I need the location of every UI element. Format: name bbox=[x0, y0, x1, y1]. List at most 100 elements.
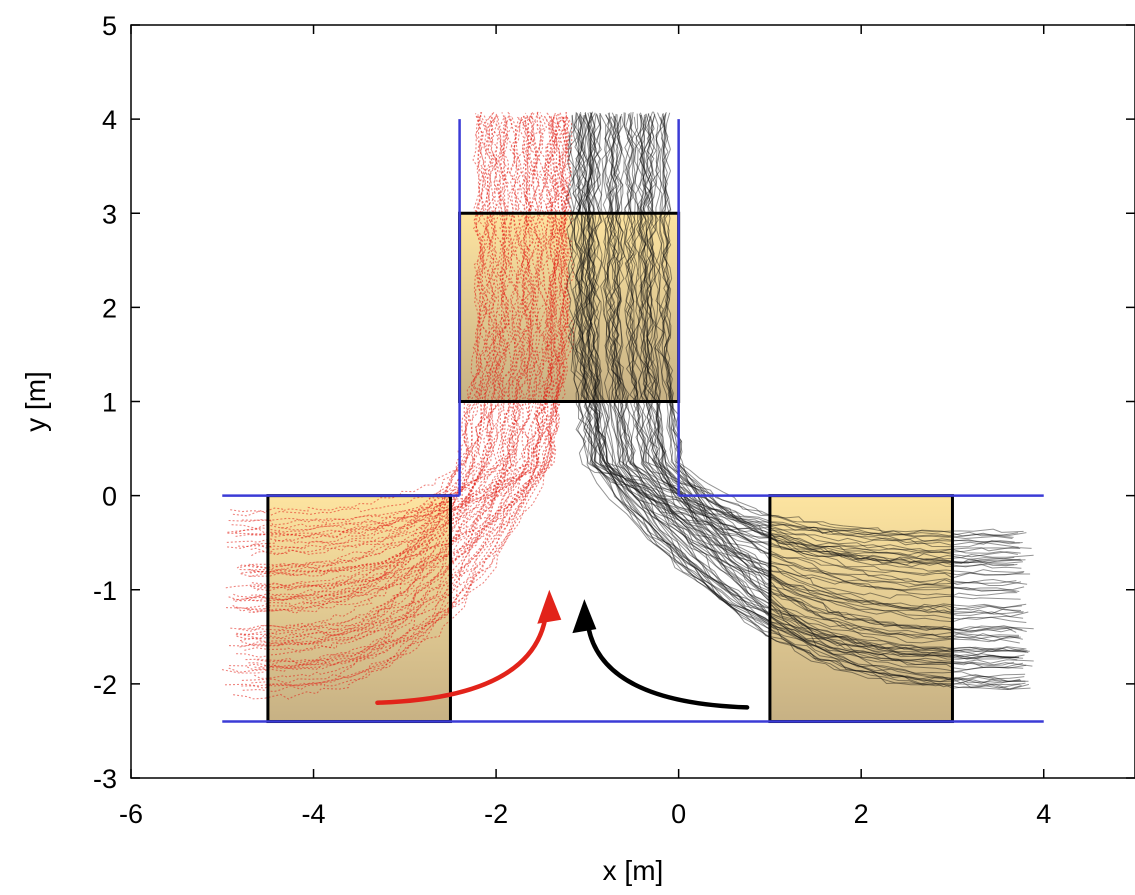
black-trajectory bbox=[582, 112, 1034, 664]
red-trajectory bbox=[246, 111, 569, 671]
red-trajectory bbox=[245, 113, 569, 664]
y-tick-label: 5 bbox=[102, 11, 117, 41]
black-trajectory bbox=[576, 115, 1034, 560]
x-tick-label: -4 bbox=[302, 799, 326, 829]
black-trajectory bbox=[572, 112, 1020, 592]
x-axis-label: x [m] bbox=[603, 855, 664, 886]
red-trajectory bbox=[228, 116, 508, 602]
black-trajectory bbox=[645, 115, 1021, 686]
red-trajectory bbox=[241, 116, 573, 574]
black-trajectory bbox=[604, 116, 1034, 632]
black-trajectory bbox=[643, 113, 1024, 615]
black-arrow bbox=[585, 618, 750, 710]
red-trajectory bbox=[240, 115, 542, 578]
black-trajectory bbox=[654, 113, 1013, 633]
black-trajectory bbox=[628, 112, 1025, 591]
y-tick-label: 3 bbox=[102, 199, 117, 229]
black-trajectory bbox=[591, 113, 1029, 654]
y-tick-label: 2 bbox=[102, 293, 117, 323]
black-trajectory bbox=[607, 116, 1021, 600]
red-trajectory bbox=[239, 113, 493, 571]
black-trajectory bbox=[611, 116, 1022, 611]
black-trajectory bbox=[655, 112, 1031, 579]
red-trajectory bbox=[241, 114, 499, 647]
black-trajectory bbox=[599, 113, 1020, 544]
black-trajectory bbox=[646, 113, 1015, 568]
red-trajectory bbox=[221, 113, 542, 674]
red-arrow-head bbox=[537, 589, 562, 624]
x-tick-label: 4 bbox=[1036, 799, 1051, 829]
black-trajectory bbox=[586, 112, 1028, 653]
black-trajectory bbox=[586, 112, 1029, 618]
y-tick-label: 0 bbox=[102, 482, 117, 512]
black-trajectory bbox=[581, 112, 1024, 576]
black-trajectory bbox=[572, 111, 1020, 637]
red-trajectory bbox=[248, 113, 511, 569]
black-trajectory bbox=[615, 116, 1032, 552]
red-arrow bbox=[375, 609, 549, 705]
black-trajectory bbox=[637, 114, 1027, 623]
x-tick-label: 2 bbox=[854, 799, 869, 829]
black-trajectory bbox=[639, 116, 1017, 633]
black-trajectory bbox=[638, 114, 1015, 561]
red-trajectory bbox=[244, 115, 535, 651]
red-trajectory bbox=[225, 116, 517, 589]
red-trajectory bbox=[224, 112, 558, 687]
black-trajectory bbox=[659, 116, 1023, 546]
red-trajectory bbox=[227, 116, 561, 537]
y-tick-label: 4 bbox=[102, 105, 117, 135]
black-trajectory bbox=[627, 113, 1018, 567]
red-trajectory bbox=[229, 115, 532, 668]
red-trajectory bbox=[251, 116, 503, 557]
black-trajectory bbox=[646, 115, 1027, 634]
black-trajectory bbox=[644, 113, 1018, 597]
black-trajectory bbox=[643, 111, 1018, 661]
right-region-fill bbox=[769, 495, 953, 722]
red-trajectory bbox=[235, 116, 527, 537]
red-trajectory bbox=[249, 115, 520, 577]
black-trajectory bbox=[580, 114, 1013, 540]
black-trajectory bbox=[573, 116, 1019, 659]
black-trajectory bbox=[661, 112, 1030, 652]
black-trajectory bbox=[586, 112, 1023, 565]
tick-labels: -6 -4 -2 0 2 4 -3 -2 -1 0 1 2 3 4 5 bbox=[93, 11, 1051, 829]
black-trajectory bbox=[647, 116, 1022, 569]
red-trajectory bbox=[248, 115, 526, 614]
black-trajectory bbox=[585, 112, 1027, 651]
black-trajectory bbox=[584, 116, 1018, 555]
red-trajectory bbox=[235, 112, 511, 613]
black-trajectory bbox=[642, 113, 1029, 685]
y-tick-label: -3 bbox=[93, 764, 117, 794]
black-trajectory bbox=[632, 116, 1022, 586]
red-trajectory bbox=[228, 112, 573, 673]
red-trajectory bbox=[235, 116, 560, 636]
red-trajectory bbox=[234, 115, 575, 602]
flow-arrows bbox=[375, 589, 750, 710]
corridor-walls bbox=[222, 119, 1044, 723]
red-trajectory bbox=[227, 115, 559, 549]
black-trajectory bbox=[586, 114, 1027, 609]
red-trajectory bbox=[246, 112, 547, 602]
red-trajectory bbox=[232, 113, 535, 517]
black-trajectory bbox=[623, 112, 1021, 639]
y-tick-label: -2 bbox=[93, 670, 117, 700]
red-trajectory bbox=[233, 114, 533, 700]
black-trajectory bbox=[585, 111, 1024, 659]
red-trajectory bbox=[227, 115, 561, 533]
black-trajectory bbox=[604, 114, 1020, 660]
black-trajectory bbox=[580, 115, 1033, 667]
black-trajectory bbox=[614, 116, 1027, 656]
black-trajectory bbox=[575, 115, 1017, 660]
black-trajectory bbox=[610, 112, 1021, 564]
black-trajectory bbox=[658, 116, 1028, 585]
y-tick-label: -1 bbox=[93, 576, 117, 606]
black-trajectory bbox=[612, 114, 1022, 612]
black-trajectory bbox=[586, 112, 1024, 668]
black-trajectory bbox=[585, 114, 1021, 558]
black-trajectory bbox=[591, 114, 1019, 537]
black-trajectory bbox=[611, 113, 1023, 631]
black-trajectory bbox=[606, 112, 1020, 640]
trajectories bbox=[221, 111, 1034, 700]
y-axis-label: y [m] bbox=[20, 371, 51, 432]
